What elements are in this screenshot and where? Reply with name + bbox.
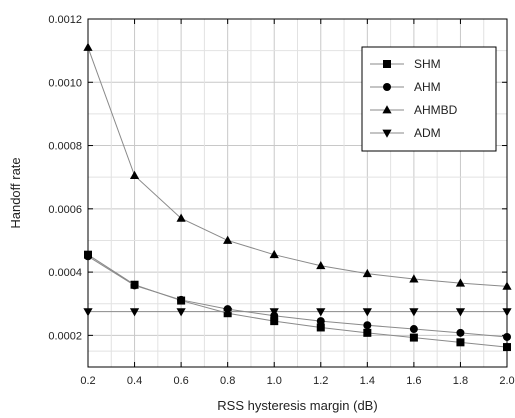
data-point: [362, 308, 372, 317]
series-ahm: [84, 252, 511, 341]
legend-label: AHM: [414, 80, 441, 94]
x-tick-label: 0.2: [80, 375, 95, 387]
data-point: [223, 235, 233, 244]
y-tick-label: 0.0008: [48, 141, 82, 153]
x-tick-label: 1.2: [313, 375, 328, 387]
data-point: [409, 308, 419, 317]
x-tick-label: 0.8: [220, 375, 235, 387]
data-point: [316, 308, 326, 317]
x-tick-label: 1.6: [406, 375, 421, 387]
data-point: [456, 338, 465, 347]
data-point: [363, 328, 372, 337]
data-point: [409, 333, 418, 342]
legend-entry-shm: SHM: [370, 57, 441, 71]
series-ahmbd: [83, 42, 512, 290]
series-adm: [83, 308, 512, 317]
data-point: [316, 323, 325, 332]
data-point: [316, 317, 325, 326]
data-point: [129, 170, 140, 179]
legend-marker: [383, 60, 391, 68]
x-tick-label: 1.4: [360, 375, 375, 387]
legend-marker: [382, 129, 392, 138]
series-layer: [83, 42, 512, 352]
legend-entry-adm: ADM: [370, 126, 441, 140]
plot-frame: [87, 18, 508, 368]
data-point: [409, 274, 419, 283]
legend-marker: [383, 83, 391, 91]
data-point: [177, 295, 186, 304]
data-point: [129, 308, 140, 317]
data-point: [130, 281, 139, 290]
y-tick-label: 0.0002: [48, 330, 82, 342]
data-point: [362, 268, 372, 278]
x-axis-title: RSS hysteresis margin (dB): [217, 398, 377, 413]
legend-marker: [382, 105, 392, 114]
x-tick-label: 1.8: [453, 375, 468, 387]
series-line: [87, 47, 508, 287]
y-tick-label: 0.0006: [48, 204, 82, 216]
legend-box: [361, 46, 497, 152]
data-point: [270, 317, 279, 326]
data-point: [456, 328, 465, 337]
y-axis-title: Handoff rate: [8, 157, 23, 228]
legend: SHM AHM AHMBD ADM: [361, 46, 497, 152]
data-point: [363, 321, 372, 330]
legend-entry-ahmbd: AHMBD: [370, 103, 458, 117]
y-tick-label: 0.0010: [48, 77, 82, 89]
legend-label: ADM: [414, 126, 441, 140]
x-tick-label: 0.6: [173, 375, 188, 387]
legend-entry-ahm: AHM: [370, 80, 441, 94]
data-point: [455, 278, 466, 287]
data-point: [223, 308, 233, 317]
x-tick-label: 1.0: [267, 375, 282, 387]
y-tick-label: 0.0012: [48, 14, 82, 26]
data-point: [409, 325, 418, 334]
legend-label: AHMBD: [414, 103, 458, 117]
x-tick-label: 2.0: [499, 375, 514, 387]
y-tick-label: 0.0004: [48, 267, 82, 279]
series-line: [87, 255, 508, 338]
data-point: [176, 213, 186, 222]
x-tick-label: 0.4: [127, 375, 142, 387]
legend-label: SHM: [414, 57, 441, 71]
ticks: 0.2 0.4 0.6 0.8 1.0 1.2 1.4 1.6 1.8 2.0 0.0002 0.00…: [48, 14, 514, 387]
data-point: [269, 249, 279, 259]
data-point: [176, 308, 186, 317]
data-point: [269, 308, 279, 317]
data-point: [455, 308, 466, 317]
data-point: [316, 260, 326, 270]
